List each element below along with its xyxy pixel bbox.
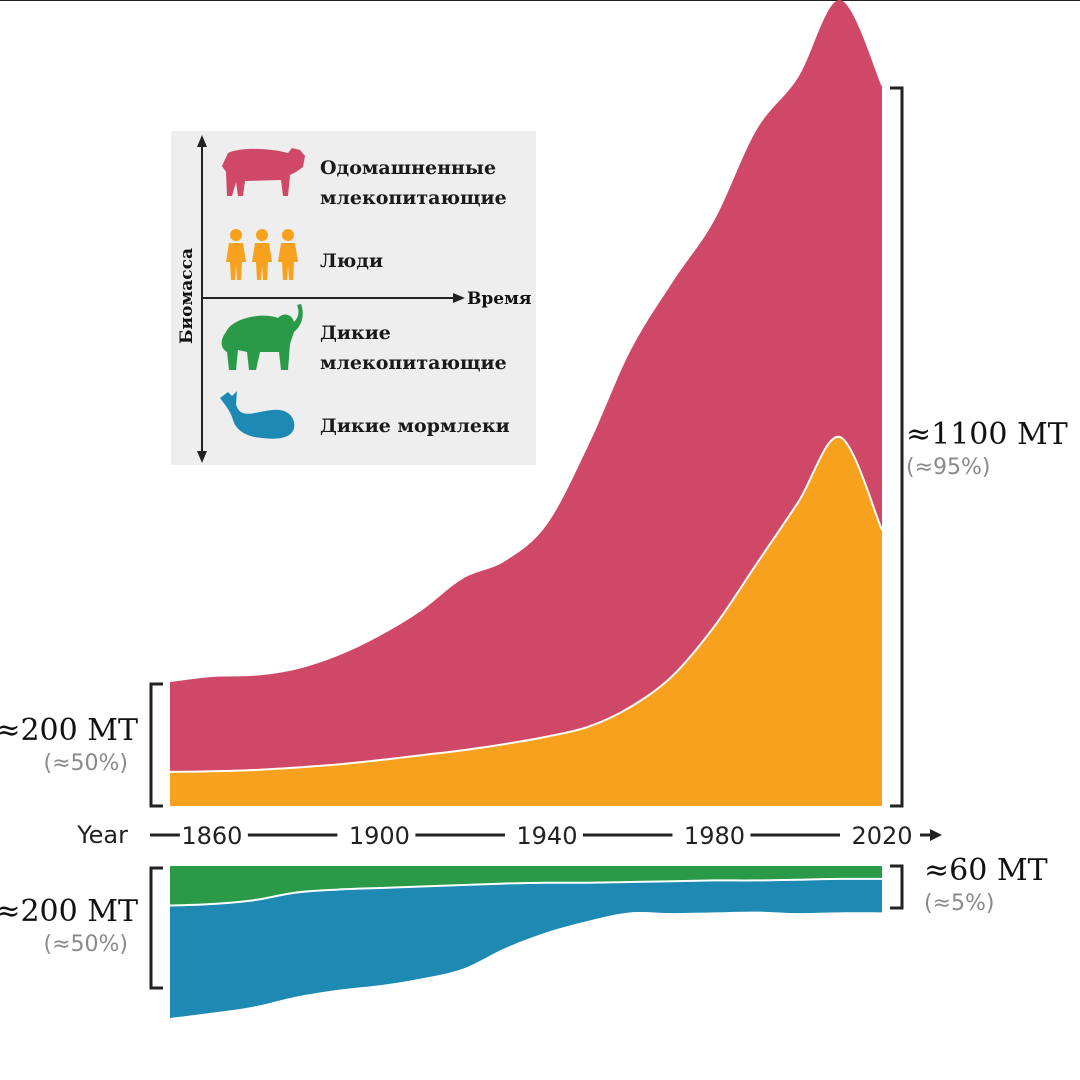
right-bottom-bracket <box>890 864 904 910</box>
x-tick-label: 1980 <box>684 822 745 850</box>
top-border <box>0 0 1080 1</box>
right-bottom-value: ≈60 MT <box>924 853 1048 888</box>
legend-label-domesticated-1: Одомашненные <box>320 157 496 179</box>
right-top-pct: (≈95%) <box>906 455 991 480</box>
right-bottom-pct: (≈5%) <box>924 891 995 916</box>
wild-mammals-marine-boundary <box>169 877 883 907</box>
x-axis-arrow-icon <box>930 829 942 841</box>
legend-label-domesticated-2: млекопитающие <box>320 187 507 209</box>
x-tick-label: 1940 <box>516 822 577 850</box>
left-top-value: ≈200 MT <box>0 713 138 748</box>
legend-y-arrow-up-icon <box>197 135 207 147</box>
x-tick-label: 2020 <box>851 822 912 850</box>
legend-label-wild-marine: Дикие мормлеки <box>320 415 510 437</box>
legend-label-humans: Люди <box>320 250 383 272</box>
x-tick-label: 1860 <box>181 822 242 850</box>
legend-y-axis-label: Биомасса <box>177 248 197 344</box>
humans-area <box>170 436 882 806</box>
legend-panel: Время Биомасса Одомашненные млекопитающи… <box>171 131 536 465</box>
legend-y-arrow-down-icon <box>197 451 207 463</box>
elephant-icon <box>221 304 303 370</box>
domesticated-area <box>170 0 882 772</box>
right-top-value: ≈1100 MT <box>906 417 1068 452</box>
wild-mammals-area <box>170 866 882 906</box>
wild-marine-area <box>170 878 882 1018</box>
x-tick-label: 1900 <box>349 822 410 850</box>
legend-label-wild-mammals-2: млекопитающие <box>320 352 507 374</box>
legend-x-axis-label: Время <box>467 289 531 309</box>
legend-x-arrow-icon <box>453 293 465 303</box>
people-icon <box>226 229 298 280</box>
left-bottom-pct: (≈50%) <box>44 932 129 957</box>
left-bottom-bracket <box>149 866 163 990</box>
chart-areas <box>169 0 883 1018</box>
left-top-pct: (≈50%) <box>44 751 129 776</box>
left-top-bracket <box>149 682 163 808</box>
legend-label-wild-mammals-1: Дикие <box>320 322 391 344</box>
x-axis: 1860 1900 1940 1980 2020 <box>150 822 932 850</box>
x-axis-label: Year <box>76 821 128 849</box>
right-top-bracket <box>890 86 904 808</box>
cow-icon <box>222 148 305 196</box>
left-bottom-value: ≈200 MT <box>0 894 138 929</box>
humans-domesticated-boundary <box>169 436 883 773</box>
whale-icon <box>220 391 295 439</box>
